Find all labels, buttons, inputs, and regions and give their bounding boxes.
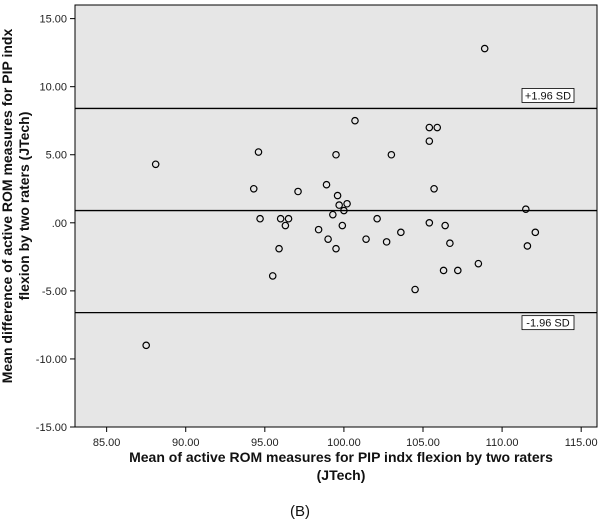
data-point (397, 228, 405, 237)
reference-label: +1.96 SD (525, 90, 571, 102)
data-point (425, 123, 434, 132)
reference-label-box (521, 315, 575, 331)
data-point (382, 238, 391, 246)
data-point (275, 244, 283, 253)
x-tick-label: 115.00 (565, 437, 598, 449)
data-point (332, 150, 340, 159)
x-axis-title: Mean of active ROM measures for PIP indx… (129, 449, 553, 483)
data-point (322, 180, 331, 189)
data-point (362, 235, 370, 243)
reference-label-box (521, 88, 575, 103)
x-tick-label: 90.00 (172, 437, 200, 449)
data-point (324, 235, 332, 243)
y-tick-label: 5.00 (46, 150, 67, 162)
data-point (276, 214, 285, 223)
y-tick-label: -5.00 (42, 286, 67, 298)
y-tick-label: 10.00 (39, 82, 67, 94)
data-points (142, 44, 540, 350)
y-tick-label: .00 (52, 218, 67, 230)
data-point (446, 239, 454, 248)
x-tick-label: 85.00 (93, 437, 121, 449)
data-point (314, 225, 323, 234)
data-point (480, 44, 489, 53)
data-point (522, 205, 530, 213)
y-tick-label: -10.00 (36, 354, 67, 366)
x-tick-label: 100.00 (327, 437, 361, 449)
data-point (441, 221, 449, 230)
data-point (151, 160, 160, 169)
data-point (249, 184, 258, 193)
data-point (335, 201, 343, 209)
data-point (531, 228, 540, 237)
data-point (425, 219, 434, 227)
x-axis-title-line: (JTech) (317, 467, 366, 483)
data-point (351, 116, 359, 125)
y-tick-label: 15.00 (39, 14, 67, 26)
data-point (294, 187, 302, 196)
data-point (329, 210, 337, 219)
y-axis-title-line: Mean difference of active ROM measures f… (0, 29, 15, 384)
data-point (387, 150, 396, 159)
x-axis-title-line: Mean of active ROM measures for PIP indx… (129, 449, 553, 465)
data-point (439, 266, 448, 275)
data-point (338, 221, 347, 230)
data-point (425, 137, 434, 145)
y-axis-title: Mean difference of active ROM measures f… (0, 29, 32, 384)
x-tick-label: 105.00 (406, 437, 440, 449)
data-point (332, 244, 340, 253)
data-point (281, 221, 290, 230)
data-point (523, 242, 532, 250)
data-point (343, 199, 351, 208)
data-point (453, 266, 462, 275)
x-tick-label: 95.00 (251, 437, 279, 449)
data-point (411, 285, 419, 294)
y-tick-label: -15.00 (36, 422, 67, 434)
data-point (340, 206, 348, 215)
x-tick-label: 110.00 (486, 437, 519, 449)
reference-lines: +1.96 SD -1.96 SD (75, 88, 597, 331)
y-axis: -15.00 -10.00 -5.00 .00 5.00 10.00 15.00 (36, 14, 75, 434)
data-point (333, 191, 342, 200)
data-point (254, 148, 263, 156)
data-point (268, 272, 277, 280)
data-point (430, 184, 438, 193)
figure-caption: (B) (290, 503, 310, 520)
data-point (256, 214, 264, 223)
data-point (373, 214, 381, 223)
data-point (474, 259, 483, 268)
x-axis: 85.00 90.00 95.00 100.00 105.00 110.00 115.00 (93, 427, 598, 449)
y-axis-title-line: flexion by two raters (JTech) (16, 112, 32, 301)
reference-label: -1.96 SD (526, 318, 569, 330)
data-point (142, 341, 150, 350)
data-point (433, 123, 442, 132)
data-point (284, 214, 293, 223)
